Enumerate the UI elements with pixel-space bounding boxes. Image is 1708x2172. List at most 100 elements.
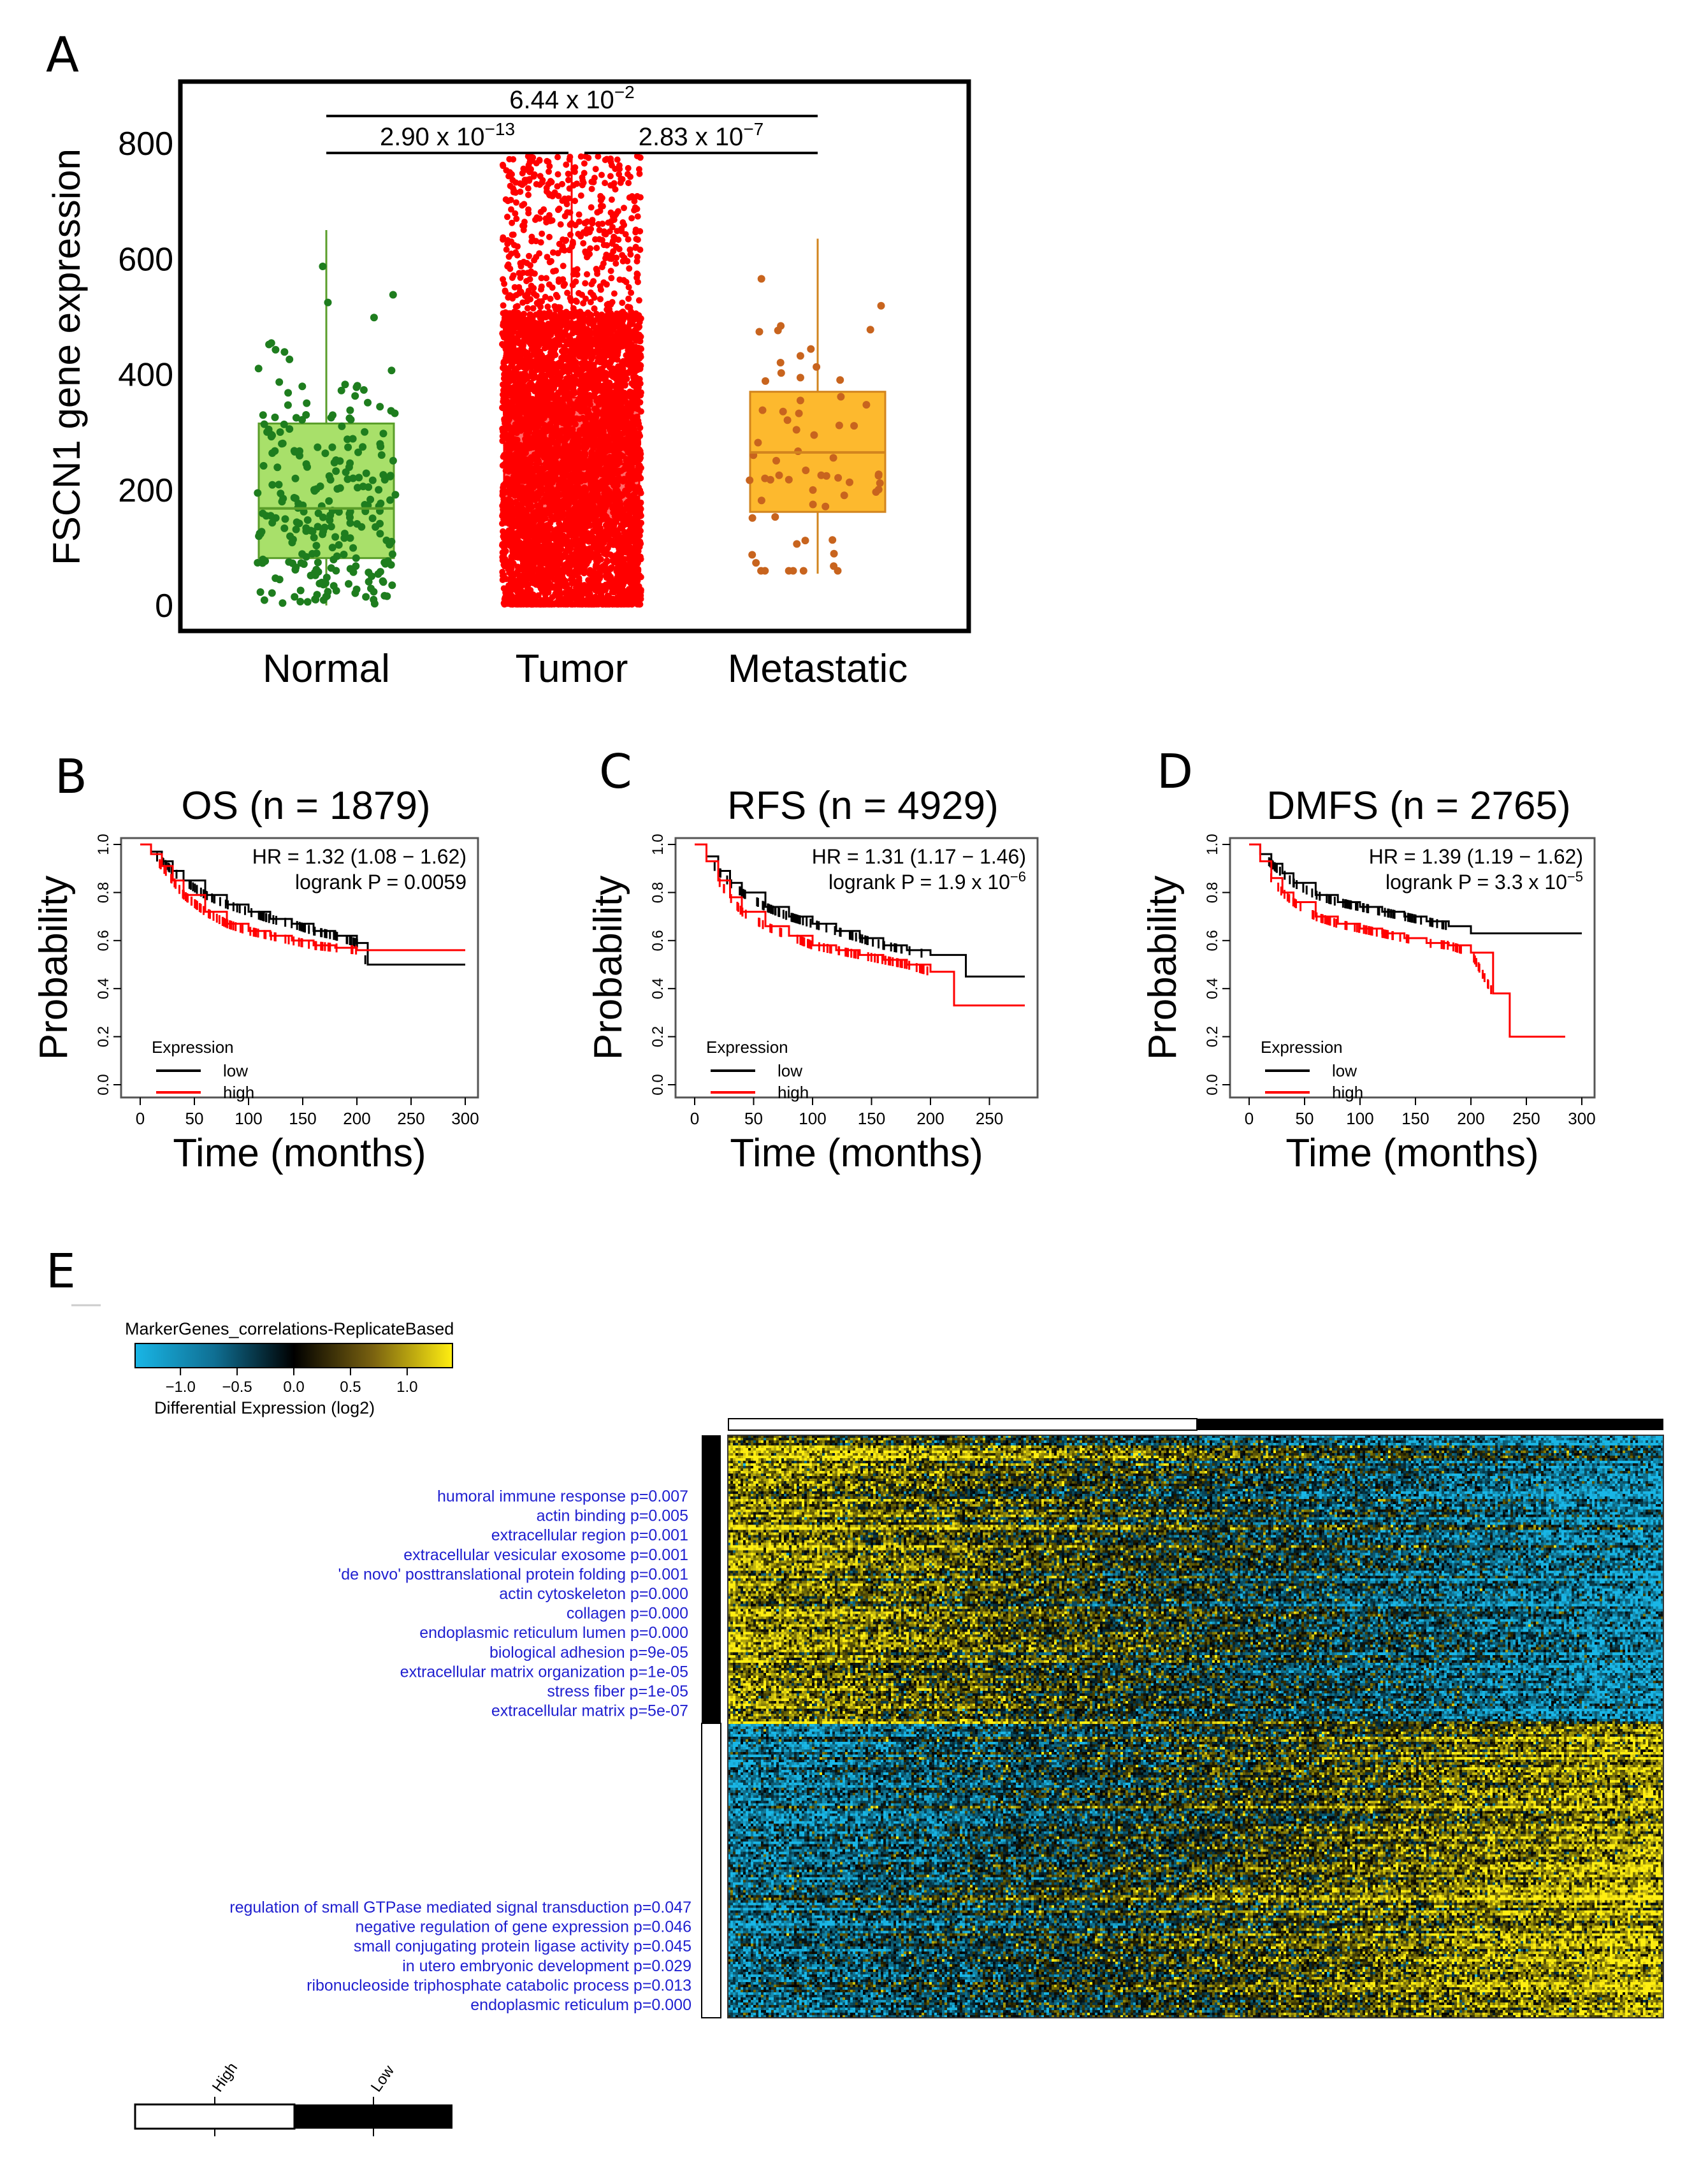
data-point xyxy=(329,582,338,590)
data-point xyxy=(531,270,538,277)
data-point xyxy=(366,495,375,503)
data-point xyxy=(604,521,611,528)
data-point xyxy=(602,550,608,557)
data-point xyxy=(587,245,594,252)
data-point xyxy=(577,192,584,199)
data-point xyxy=(298,550,307,558)
data-point xyxy=(567,209,574,216)
data-point xyxy=(604,242,611,249)
data-point xyxy=(608,196,615,203)
data-point xyxy=(589,220,596,227)
data-point xyxy=(555,390,562,397)
data-point xyxy=(387,407,395,415)
data-point xyxy=(607,173,614,180)
data-point xyxy=(632,443,639,450)
data-point xyxy=(312,549,321,558)
data-point xyxy=(280,524,289,532)
data-point xyxy=(584,271,590,278)
data-point xyxy=(509,177,516,184)
data-point xyxy=(327,414,335,422)
data-point xyxy=(324,298,332,307)
data-point xyxy=(501,280,508,287)
data-point xyxy=(533,214,540,221)
data-point xyxy=(292,414,300,422)
data-point xyxy=(616,276,623,283)
data-point xyxy=(499,568,506,576)
data-point xyxy=(587,299,594,306)
data-point xyxy=(619,478,626,485)
data-point xyxy=(559,243,566,250)
data-point xyxy=(266,512,275,520)
panel-a-xtick: Normal xyxy=(263,647,390,691)
data-point xyxy=(260,596,268,604)
data-point xyxy=(271,345,280,354)
data-point xyxy=(326,516,334,525)
data-point xyxy=(619,219,626,226)
data-point xyxy=(292,525,300,533)
data-point xyxy=(588,449,595,456)
data-point xyxy=(607,268,614,275)
data-point xyxy=(303,598,312,606)
data-point xyxy=(278,440,286,448)
data-point xyxy=(543,219,550,226)
data-point xyxy=(379,578,387,586)
data-point xyxy=(279,599,287,607)
data-point xyxy=(553,306,560,313)
data-point xyxy=(568,486,575,493)
data-point xyxy=(593,395,600,402)
data-point xyxy=(546,354,553,361)
data-point xyxy=(618,467,625,474)
data-point xyxy=(322,574,331,582)
panel-a-ytick: 400 xyxy=(118,357,173,394)
data-point xyxy=(547,601,554,608)
data-point xyxy=(259,411,267,419)
data-point xyxy=(582,354,589,361)
data-point xyxy=(628,215,635,222)
data-point xyxy=(549,284,556,291)
data-point xyxy=(593,512,600,519)
data-point xyxy=(545,424,552,431)
data-point xyxy=(296,586,305,595)
data-point xyxy=(377,499,385,507)
data-point xyxy=(260,420,268,428)
data-point xyxy=(565,177,572,184)
data-point xyxy=(329,556,338,563)
data-point xyxy=(537,173,544,180)
data-point xyxy=(284,401,292,409)
data-point xyxy=(604,557,611,564)
data-point xyxy=(580,431,587,437)
data-point xyxy=(336,484,344,492)
data-point xyxy=(536,309,543,316)
data-point xyxy=(597,192,604,199)
data-point xyxy=(593,266,600,272)
data-point xyxy=(280,348,289,356)
data-point xyxy=(512,249,519,256)
data-point xyxy=(626,522,633,529)
data-point xyxy=(634,213,641,220)
data-point xyxy=(525,185,532,192)
data-point xyxy=(546,233,553,240)
data-point xyxy=(597,296,604,303)
data-point xyxy=(377,442,385,451)
data-point xyxy=(549,594,556,601)
data-point xyxy=(314,558,322,567)
data-point xyxy=(504,214,510,221)
data-point xyxy=(603,479,610,486)
data-point xyxy=(560,276,567,283)
data-point xyxy=(625,284,632,291)
data-point xyxy=(268,589,276,597)
data-point xyxy=(526,381,533,388)
data-point xyxy=(526,414,533,420)
data-point xyxy=(507,292,513,299)
data-point xyxy=(256,588,264,596)
panel-a-ytick: 600 xyxy=(118,241,173,278)
data-point xyxy=(547,519,554,526)
data-point xyxy=(516,572,523,579)
data-point xyxy=(530,285,537,291)
data-point xyxy=(319,263,327,270)
data-point xyxy=(637,512,644,519)
data-point xyxy=(523,278,530,284)
data-point xyxy=(537,537,544,544)
data-point xyxy=(519,182,526,188)
data-point xyxy=(300,560,308,568)
